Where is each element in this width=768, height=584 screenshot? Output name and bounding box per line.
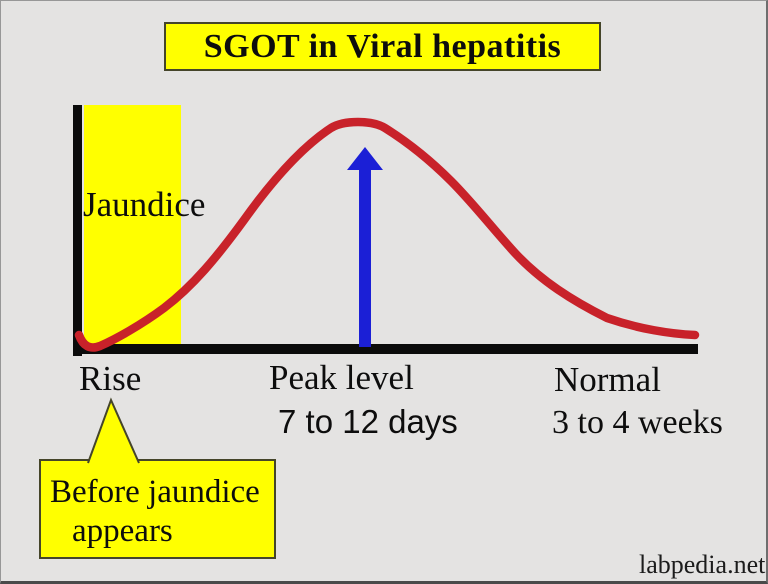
- phase-label-peak: Peak level: [269, 358, 414, 397]
- jaundice-band: [84, 105, 181, 345]
- title-box: SGOT in Viral hepatitis: [164, 22, 601, 71]
- callout-box: Before jaundice appears: [39, 459, 276, 559]
- title-text: SGOT in Viral hepatitis: [203, 27, 562, 65]
- jaundice-label: Jaundice: [83, 185, 206, 224]
- watermark: labpedia.net: [639, 550, 766, 579]
- peak-duration: 7 to 12 days: [278, 403, 458, 440]
- callout-line1: Before jaundice: [50, 474, 260, 510]
- callout-line2: appears: [72, 513, 173, 549]
- x-axis: [73, 344, 698, 354]
- callout-pointer: [87, 397, 140, 464]
- phase-label-rise: Rise: [79, 359, 142, 398]
- y-axis: [73, 105, 82, 356]
- peak-arrow: [347, 147, 383, 347]
- normal-duration: 3 to 4 weeks: [552, 404, 723, 441]
- phase-label-normal: Normal: [554, 360, 661, 399]
